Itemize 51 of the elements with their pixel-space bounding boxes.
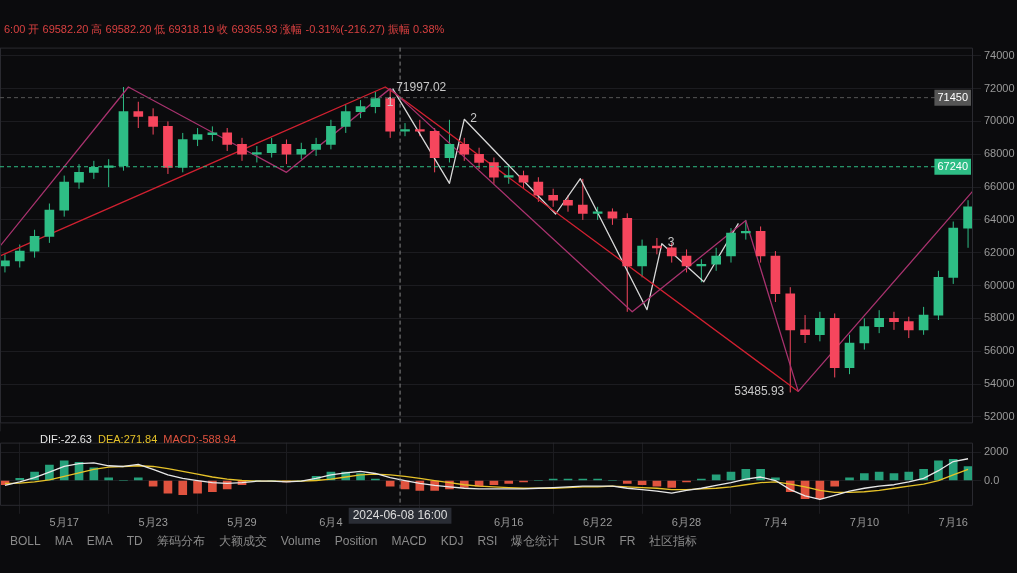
y-tick-label: 62000	[984, 245, 1015, 258]
annotation: 3	[667, 235, 675, 250]
text: BOLL	[10, 534, 41, 548]
text: LSUR	[573, 534, 606, 548]
y-tick-label: 52000	[984, 409, 1015, 422]
x-tick-label: 5月17	[49, 516, 79, 529]
x-tick-label: 6月4	[319, 516, 343, 529]
y-tick-label: 66000	[984, 180, 1015, 193]
text: 筹码分布	[156, 534, 205, 548]
text: Volume	[280, 534, 321, 548]
text: 爆仓统计	[511, 534, 560, 548]
text: Position	[334, 534, 378, 548]
y-tick-label: 56000	[984, 344, 1015, 357]
text: 大额成交	[218, 534, 267, 548]
annotation: DEA:271.84	[97, 433, 158, 445]
annotation: DIF:-22.63	[40, 433, 92, 445]
y-tick-label: 58000	[984, 311, 1015, 324]
text: TD	[126, 534, 143, 548]
text: FR	[619, 534, 636, 548]
text: KDJ	[440, 534, 464, 548]
x-tick-label: 5月23	[138, 516, 168, 529]
text: RSI	[477, 534, 498, 548]
y-tick-label: 64000	[984, 212, 1015, 225]
ref-line-label: 71450	[937, 90, 969, 103]
ref-line-label: 2024-06-08 16:00	[352, 508, 448, 523]
y-tick-label: 68000	[984, 147, 1015, 160]
ref-line-label: 67240	[937, 159, 969, 172]
annotation: 2	[470, 110, 478, 125]
y-tick-label: 70000	[984, 114, 1015, 127]
text: MA	[54, 534, 73, 548]
y-tick-label: 74000	[984, 48, 1015, 61]
x-tick-label: 7月4	[763, 516, 788, 529]
x-tick-label: 6月22	[582, 516, 613, 529]
annotation: 1	[386, 94, 394, 109]
text: MACD	[391, 534, 427, 548]
y-tick-label: 2000	[984, 445, 1009, 458]
x-tick-label: 6月28	[671, 516, 702, 529]
x-tick-label: 6月16	[494, 516, 524, 529]
x-tick-label: 7月16	[938, 516, 968, 529]
annotation: MACD:-588.94	[163, 433, 237, 445]
y-tick-label: 54000	[984, 377, 1015, 390]
chart-subtitle: 6:00 开 69582.20 高 69582.20 低 69318.19 收 69365.93 涨幅 -0.31%(-216.27) 振幅 0.38%	[4, 22, 445, 37]
y-tick-label: 0.0	[984, 473, 1000, 486]
text: EMA	[86, 534, 113, 548]
text: 社区指标	[649, 534, 698, 548]
y-tick-label: 60000	[984, 278, 1015, 291]
y-tick-label: 72000	[984, 81, 1015, 94]
x-tick-label: 5月29	[227, 516, 257, 529]
annotation: 71997.02	[396, 79, 447, 94]
x-tick-label: 7月10	[849, 516, 880, 529]
annotation: 53485.93	[734, 383, 785, 398]
